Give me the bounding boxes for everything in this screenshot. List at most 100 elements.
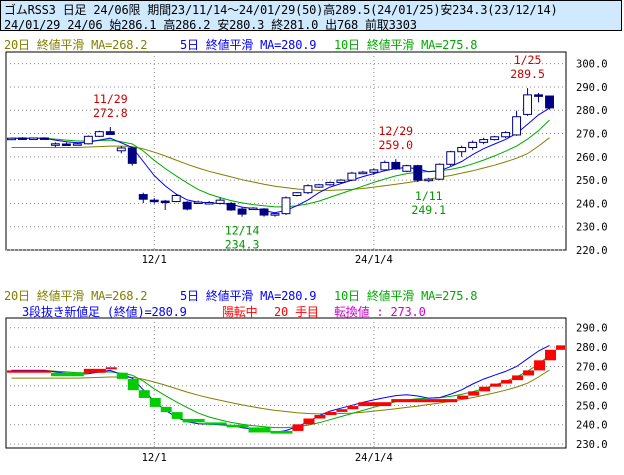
- down-brick: [226, 424, 249, 428]
- bottom-legend-ma5: 5日 終値平滑 MA=280.9: [180, 289, 317, 303]
- top-panel-y-tick-label: 230.0: [576, 222, 608, 234]
- candle-body: [501, 132, 511, 138]
- down-brick: [127, 378, 139, 391]
- candle-body: [160, 200, 170, 204]
- up-brick: [358, 402, 392, 407]
- down-brick: [149, 397, 161, 407]
- bottom-ma20-line: [11, 369, 550, 415]
- candle-body: [259, 208, 269, 216]
- chart-header: ゴムRSS3 日足 24/06限 期間23/11/14～24/01/29(50)…: [0, 0, 622, 32]
- sanbon-count: 20 手目: [274, 305, 319, 319]
- candle-body: [215, 199, 225, 204]
- annotation-value: 249.1: [411, 203, 446, 217]
- down-brick: [171, 412, 183, 419]
- up-brick: [83, 368, 106, 373]
- candle-body: [94, 131, 104, 137]
- annotation-date: 12/14: [225, 224, 260, 238]
- down-brick: [138, 390, 150, 398]
- top-legend-ma5: 5日 終値平滑 MA=280.9: [180, 38, 317, 52]
- bottom-panel-y-tick-label: 240.0: [576, 420, 608, 432]
- candle-body: [457, 147, 467, 153]
- candle-body: [545, 95, 554, 109]
- candle-body: [413, 165, 423, 181]
- down-brick: [50, 372, 84, 377]
- annotation-date: 12/29: [378, 124, 413, 138]
- candle-body: [391, 161, 401, 170]
- up-brick: [347, 406, 359, 410]
- candle-body: [105, 131, 115, 135]
- candle-body: [28, 137, 38, 140]
- candle-body: [18, 137, 27, 140]
- up-brick: [105, 367, 117, 370]
- top-panel-y-tick-label: 240.0: [576, 198, 608, 210]
- candle-body: [149, 199, 159, 203]
- candle-body: [292, 192, 302, 196]
- candle-body: [303, 185, 313, 194]
- top-panel-y-tick-label: 250.0: [576, 175, 608, 187]
- candle-body: [523, 94, 533, 115]
- down-brick: [116, 372, 128, 379]
- candle-body: [7, 137, 16, 141]
- up-brick: [292, 424, 304, 431]
- candle-body: [435, 163, 445, 180]
- up-brick: [512, 375, 524, 381]
- candle-body: [358, 171, 368, 175]
- up-brick: [545, 349, 557, 361]
- top-legend-ma20: 20日 終値平滑 MA=268.2: [4, 38, 148, 52]
- candle-body: [116, 147, 126, 152]
- sanbon-tenkan: 転換値 : 273.0: [334, 305, 426, 319]
- candle-body: [424, 178, 434, 182]
- annotation-date: 1/11: [415, 189, 443, 203]
- candle-body: [171, 194, 181, 203]
- candle-body: [380, 161, 390, 171]
- top-ma5-line: [11, 107, 550, 214]
- bottom-panel-frame: [5, 317, 567, 449]
- candle-body: [347, 172, 357, 181]
- down-brick: [182, 418, 205, 423]
- annotation-value: 289.5: [510, 67, 545, 81]
- annotation-date: 1/25: [514, 53, 542, 67]
- annotation-date: 11/29: [93, 92, 128, 106]
- candle-body: [83, 135, 93, 145]
- bottom-panel-y-tick-label: 230.0: [576, 439, 608, 451]
- candle-body: [446, 151, 456, 165]
- candle-body: [61, 143, 71, 147]
- up-brick: [479, 386, 491, 392]
- candle-body: [336, 179, 346, 183]
- bottom-panel-y-tick-label: 260.0: [576, 381, 608, 393]
- candle-body: [248, 207, 258, 211]
- up-brick: [490, 383, 502, 387]
- down-brick: [248, 427, 271, 433]
- up-brick: [7, 370, 51, 373]
- down-brick: [204, 422, 227, 425]
- bottom-panel-y-tick-label: 270.0: [576, 362, 608, 374]
- up-brick: [303, 418, 315, 425]
- bottom-panel-y-tick-label: 250.0: [576, 400, 608, 412]
- candle-body: [281, 197, 291, 215]
- candle-body: [270, 213, 280, 216]
- up-brick: [556, 345, 565, 350]
- up-brick: [336, 409, 348, 412]
- top-panel-y-tick-label: 260.0: [576, 152, 608, 164]
- candle-body: [237, 208, 247, 215]
- top-legend-ma10: 10日 終値平滑 MA=275.8: [334, 38, 478, 52]
- bottom-panel-x-tick-label: 12/1: [142, 452, 167, 464]
- down-brick: [160, 406, 172, 413]
- annotation-value: 272.8: [93, 106, 128, 120]
- candle-body: [127, 147, 137, 164]
- top-panel-frame: [5, 51, 567, 251]
- up-brick: [534, 360, 546, 371]
- sanbon-state: 陽転中: [222, 305, 258, 319]
- up-brick: [468, 391, 480, 396]
- sanbon-label: 3段抜き新値足 (終値)=280.9: [22, 305, 187, 319]
- candle-body: [402, 165, 412, 172]
- bottom-panel-y-tick-label: 280.0: [576, 342, 608, 354]
- candle-body: [50, 143, 60, 146]
- top-ma20-line: [11, 137, 550, 191]
- annotation-value: 234.3: [225, 238, 260, 252]
- candle-body: [39, 137, 49, 140]
- candle-body: [193, 201, 203, 205]
- up-brick: [325, 411, 337, 416]
- top-panel-x-tick-label: 24/1/4: [355, 254, 393, 266]
